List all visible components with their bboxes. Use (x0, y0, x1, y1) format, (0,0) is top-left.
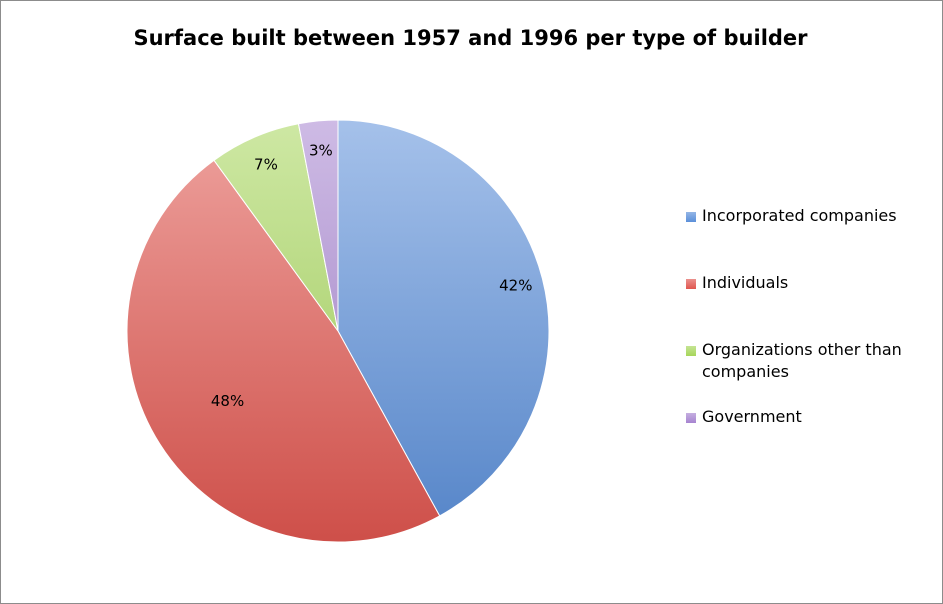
legend-label: Incorporated companies (702, 206, 897, 225)
legend-swatch (686, 279, 696, 289)
pie-slice-individuals (126, 159, 441, 543)
data-label: 3% (309, 141, 333, 159)
pie-slice-government (297, 119, 339, 332)
legend-item-incorporated-companies: Incorporated companies (686, 205, 936, 227)
legend-item-government: Government (686, 406, 936, 428)
legend-swatch (686, 346, 696, 356)
legend-label: Government (702, 407, 802, 426)
legend-item-organizations: Organizations other than companies (686, 339, 936, 383)
legend-label: Organizations other than companies (702, 340, 902, 381)
legend-swatch (686, 413, 696, 423)
data-label: 42% (499, 276, 532, 294)
chart-title: Surface built between 1957 and 1996 per … (133, 26, 808, 50)
legend: Incorporated companies Individuals Organ… (686, 205, 936, 428)
pie-slice-incorporated-companies (337, 119, 550, 517)
legend-item-individuals: Individuals (686, 272, 936, 294)
legend-label: Individuals (702, 273, 789, 292)
data-label: 7% (254, 155, 278, 173)
legend-swatch (686, 212, 696, 222)
data-label: 48% (211, 392, 244, 410)
